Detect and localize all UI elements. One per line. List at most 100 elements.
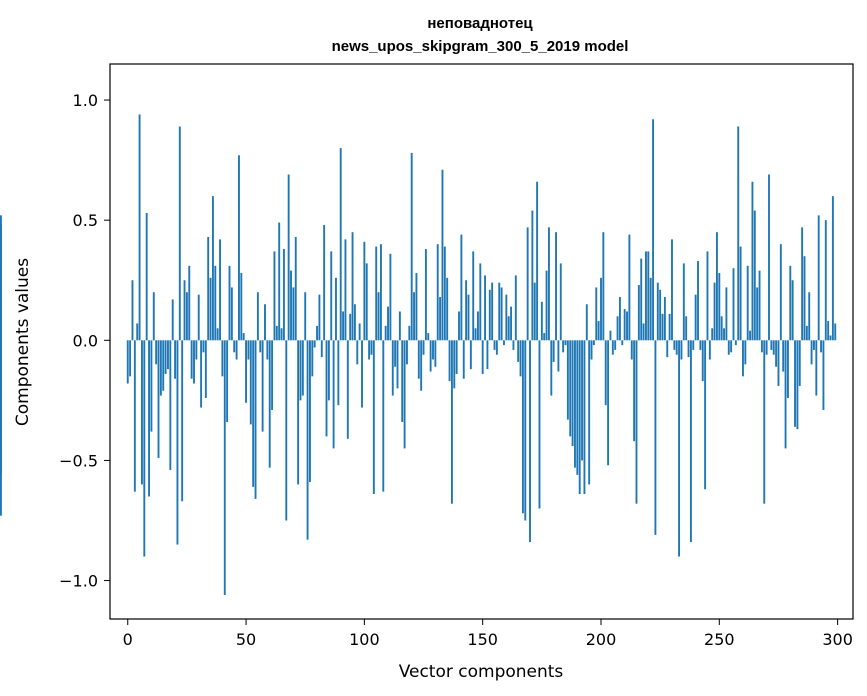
bar-204 (609, 330, 612, 341)
bar-175 (540, 301, 543, 341)
bar-281 (791, 280, 794, 341)
bar-217 (640, 258, 643, 341)
bar-3 (133, 340, 136, 492)
bar-2 (131, 280, 134, 341)
bar-172 (533, 282, 536, 341)
bar-139 (455, 340, 458, 374)
bar-35 (209, 277, 212, 341)
bar-185 (564, 340, 567, 346)
chart-title: неповаднотец (427, 15, 533, 32)
x-tick-label: 300 (822, 630, 853, 649)
bar-107 (379, 244, 382, 341)
bar-52 (249, 340, 252, 425)
bar-187 (569, 340, 572, 437)
bar-111 (389, 253, 392, 341)
bar-160 (505, 294, 508, 341)
bar-298 (831, 196, 834, 341)
bar-233 (678, 340, 681, 557)
bar-144 (467, 294, 470, 341)
bar-226 (661, 313, 664, 341)
bar-272 (770, 340, 773, 350)
bar-260 (742, 340, 744, 377)
bar-296 (827, 321, 830, 341)
bar-276 (779, 244, 782, 341)
bar-undefined (0, 311, 2, 341)
bar-41 (223, 340, 226, 595)
bar-186 (566, 340, 569, 420)
bar-211 (626, 311, 628, 341)
bar-13 (157, 340, 160, 459)
x-axis-label: Vector components (399, 662, 564, 682)
bar-151 (484, 275, 486, 341)
bar-291 (815, 340, 818, 396)
bar-273 (772, 340, 775, 355)
bar-62 (273, 251, 276, 341)
bar-87 (332, 340, 335, 449)
bar-227 (663, 297, 666, 341)
bar-145 (469, 340, 472, 370)
bar-197 (592, 340, 595, 346)
bar-158 (500, 287, 503, 341)
bar-138 (453, 340, 456, 389)
bar-undefined (0, 340, 2, 475)
bar-190 (576, 340, 579, 475)
bar-104 (372, 340, 375, 495)
bar-294 (822, 340, 825, 410)
bar-189 (574, 340, 576, 468)
bar-191 (578, 340, 581, 495)
bar-74 (301, 340, 304, 396)
bar-86 (330, 251, 333, 341)
bar-16 (164, 340, 167, 374)
bar-15 (162, 340, 165, 391)
bar-26 (188, 265, 191, 341)
bar-76 (306, 340, 309, 540)
bar-123 (417, 340, 420, 379)
bar-224 (656, 282, 659, 341)
bar-106 (377, 292, 380, 341)
bar-101 (365, 263, 368, 341)
y-tick-label: −1.0 (59, 572, 98, 591)
bar-249 (715, 232, 718, 341)
bar-225 (659, 289, 662, 341)
bar-134 (443, 246, 446, 341)
bar-38 (216, 328, 219, 341)
bar-59 (266, 340, 269, 360)
bar-131 (436, 244, 439, 341)
bar-65 (280, 328, 283, 341)
bar-290 (813, 340, 815, 350)
bar-235 (682, 263, 685, 341)
bar-177 (545, 270, 548, 341)
bar-51 (247, 340, 250, 360)
bar-286 (803, 256, 806, 341)
bar-277 (782, 340, 785, 372)
bar-102 (368, 340, 371, 360)
bar-253 (725, 287, 728, 341)
bar-221 (649, 277, 652, 341)
bar-287 (805, 325, 808, 341)
bar-103 (370, 340, 373, 355)
bar-27 (190, 340, 193, 379)
bar-179 (550, 340, 553, 396)
bar-146 (472, 251, 475, 341)
bar-25 (185, 292, 188, 341)
bar-23 (181, 340, 184, 502)
bar-77 (309, 340, 311, 483)
bar-84 (325, 340, 328, 437)
x-tick-label: 100 (349, 630, 380, 649)
bar-159 (503, 340, 505, 346)
bar-136 (448, 340, 451, 382)
bar-34 (207, 236, 210, 341)
bar-208 (618, 297, 621, 341)
bar-171 (531, 210, 534, 341)
bar-117 (403, 340, 406, 449)
bar-164 (514, 275, 517, 341)
y-tick-label: 0.5 (73, 211, 98, 230)
bar-64 (278, 222, 281, 341)
bar-200 (600, 277, 602, 341)
bar-71 (294, 236, 297, 341)
bar-215 (635, 340, 638, 504)
bar-201 (602, 232, 605, 341)
bar-246 (708, 340, 711, 360)
bar-8 (145, 212, 148, 341)
bar-263 (749, 330, 752, 341)
